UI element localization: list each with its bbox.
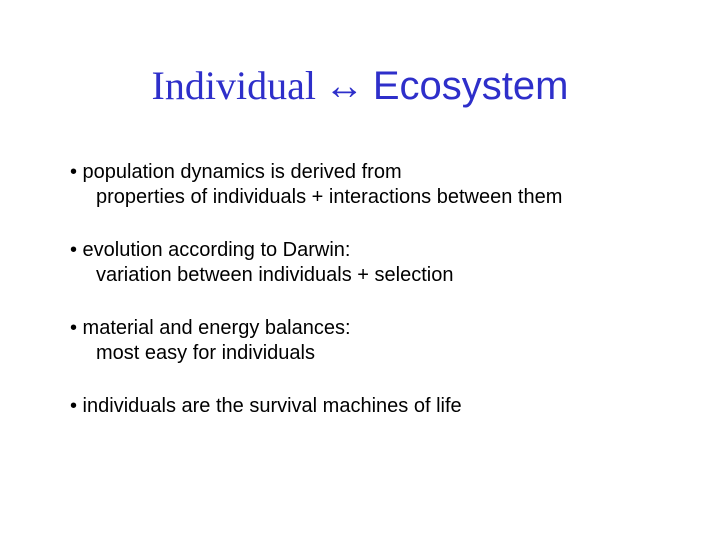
bullet-list: • population dynamics is derived from pr… <box>70 160 660 447</box>
list-item: • population dynamics is derived from pr… <box>70 160 660 210</box>
bullet-sub: variation between individuals + selectio… <box>70 263 660 288</box>
bullet-lead: • material and energy balances: <box>70 316 660 341</box>
title-right: Ecosystem <box>373 64 569 108</box>
bullet-sub: properties of individuals + interactions… <box>70 185 660 210</box>
bullet-sub: most easy for individuals <box>70 341 660 366</box>
bullet-lead: • population dynamics is derived from <box>70 160 660 185</box>
title-left: Individual <box>152 63 316 108</box>
slide-title: Individual ↔ Ecosystem <box>0 62 720 109</box>
bullet-lead: • evolution according to Darwin: <box>70 238 660 263</box>
list-item: • evolution according to Darwin: variati… <box>70 238 660 288</box>
list-item: • individuals are the survival machines … <box>70 394 660 419</box>
list-item: • material and energy balances: most eas… <box>70 316 660 366</box>
double-arrow-icon: ↔ <box>320 64 368 108</box>
bullet-lead: • individuals are the survival machines … <box>70 394 660 419</box>
